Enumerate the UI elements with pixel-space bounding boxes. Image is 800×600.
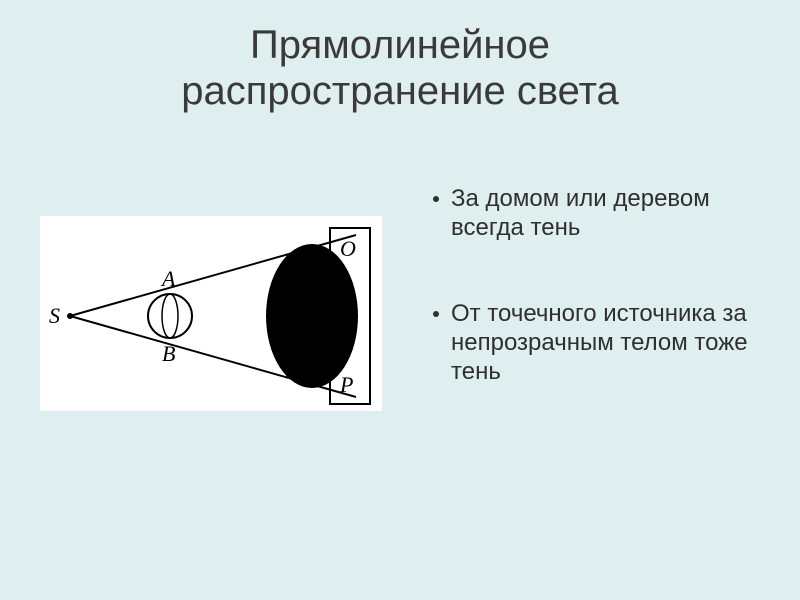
diagram-source-point	[67, 313, 73, 319]
diagram-sphere	[148, 294, 192, 338]
diagram-label-A: A	[160, 266, 176, 291]
bullet-item: От точечного источника за непрозрачным т…	[429, 299, 775, 387]
diagram-shadow	[266, 244, 358, 388]
diagram-label-O: O	[340, 236, 356, 261]
diagram-label-B: B	[162, 341, 175, 366]
shadow-diagram: S A B O P	[40, 216, 382, 411]
bullet-list: За домом или деревом всегда тень От точе…	[429, 184, 775, 442]
slide-title: Прямолинейное распространение света	[0, 22, 800, 114]
shadow-diagram-svg: S A B O P	[40, 216, 382, 411]
title-line-2: распространение света	[181, 69, 618, 113]
diagram-label-P: P	[339, 372, 353, 397]
diagram-label-S: S	[49, 303, 60, 328]
title-line-1: Прямолинейное	[250, 23, 550, 67]
bullet-item: За домом или деревом всегда тень	[429, 184, 775, 243]
